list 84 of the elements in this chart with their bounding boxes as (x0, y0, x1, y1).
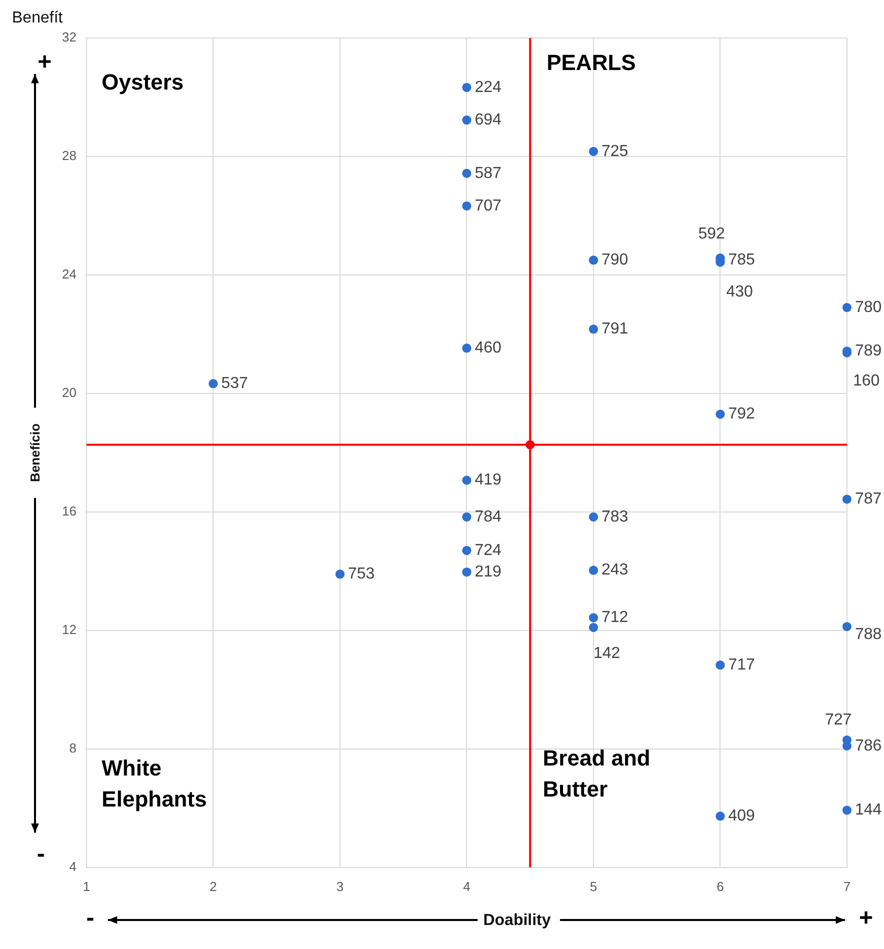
point (462, 546, 472, 555)
point (208, 379, 218, 388)
annotation: 789 (855, 342, 882, 360)
annotation: 419 (474, 472, 502, 489)
x-tick-label: 2 (210, 878, 217, 894)
annotation: 142 (593, 644, 620, 662)
annotation: 753 (348, 566, 375, 583)
y-tick-label: 8 (69, 740, 76, 756)
point (462, 116, 472, 125)
annotation: 790 (601, 252, 628, 269)
x-tick-label: 6 (716, 878, 724, 894)
annotation: 224 (474, 78, 502, 96)
x-tick-label: 5 (590, 878, 598, 894)
annotation: 707 (474, 197, 502, 214)
point (842, 303, 852, 312)
y-tick-label: 20 (62, 385, 76, 400)
point (716, 410, 725, 419)
point (842, 494, 852, 504)
annotation: 788 (855, 626, 882, 643)
point (588, 324, 598, 334)
annotation: 243 (601, 562, 628, 579)
text: - (36, 840, 45, 868)
annotation: Bread and Butter (542, 746, 650, 802)
annotation: 780 (855, 298, 882, 316)
y-tick-label: 4 (69, 858, 76, 874)
annotation: 724 (474, 542, 502, 559)
point (716, 660, 725, 670)
annotation: 725 (601, 142, 628, 160)
text: + (38, 48, 52, 76)
annotation: Oysters (102, 70, 184, 95)
point (588, 256, 598, 265)
point (588, 613, 598, 622)
text: + (859, 904, 874, 932)
y-tick-label: 32 (62, 30, 76, 45)
annotation: 537 (221, 375, 248, 392)
annotation: White Elephants (102, 756, 207, 812)
x-tick-label: 7 (843, 878, 851, 894)
annotation: 694 (474, 111, 502, 128)
y-axis-title: Benefício (28, 423, 43, 482)
y-tick-label: 16 (62, 504, 76, 519)
point (335, 570, 344, 579)
annotation: 785 (728, 252, 756, 269)
annotation: 460 (474, 340, 502, 357)
annotation: 409 (728, 808, 756, 825)
annotation: 792 (728, 406, 756, 423)
point (462, 168, 472, 178)
annotation: PEARLS (546, 50, 636, 75)
x-tick-label: 1 (82, 878, 90, 894)
annotation: 160 (853, 372, 880, 390)
annotation: 144 (855, 802, 882, 819)
annotation: 786 (855, 737, 882, 754)
annotation: 784 (474, 508, 502, 526)
point (462, 512, 472, 522)
annotation: 717 (728, 656, 756, 674)
point (588, 622, 598, 632)
annotation: 787 (855, 490, 882, 508)
chart-title: Benefít (12, 9, 64, 26)
text: - (86, 904, 94, 932)
annotation: 727 (825, 711, 852, 728)
x-tick-label: 4 (463, 878, 470, 894)
point (462, 82, 472, 92)
annotation: 219 (474, 563, 502, 580)
point (462, 201, 472, 210)
x-axis-title: Doability (483, 912, 551, 929)
point (588, 566, 598, 575)
point (462, 476, 472, 485)
point (588, 512, 598, 522)
annotation: 783 (601, 508, 628, 526)
y-tick-label: 12 (62, 622, 76, 638)
point (842, 622, 852, 632)
x-tick-label: 3 (336, 878, 344, 894)
annotation: 592 (698, 225, 726, 242)
y-tick-label: 28 (62, 148, 76, 164)
annotation: 430 (726, 284, 754, 301)
point (842, 806, 852, 815)
point (716, 812, 725, 821)
point (462, 344, 472, 353)
annotation: 791 (601, 320, 628, 338)
point (526, 440, 535, 450)
annotation: 712 (601, 609, 628, 626)
annotation: 587 (474, 164, 502, 182)
point (588, 146, 598, 156)
point (462, 568, 472, 577)
y-tick-label: 24 (62, 266, 76, 282)
